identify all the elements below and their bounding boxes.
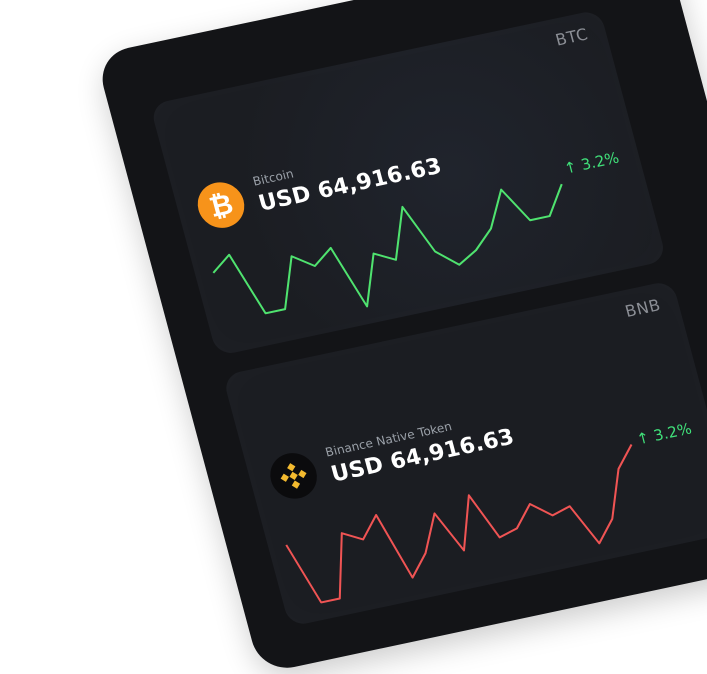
sparkline-chart bbox=[285, 443, 633, 604]
sparkline-series bbox=[212, 183, 563, 315]
crypto-card-bnb[interactable]: BNB Binance Native Token USD 64,916.63 ↑… bbox=[222, 279, 707, 628]
binance-icon bbox=[265, 448, 323, 503]
crypto-card-btc[interactable]: BTC ₿ Bitcoin USD 64,916.63 ↑ 3.2% bbox=[149, 9, 668, 357]
ticker-label: BNB bbox=[623, 295, 663, 322]
price-change: ↑ 3.2% bbox=[634, 419, 694, 449]
sparkline-series bbox=[285, 443, 633, 604]
ticker-label: BTC bbox=[553, 24, 591, 50]
bitcoin-icon: ₿ bbox=[192, 178, 250, 233]
phone-frame: BTC ₿ Bitcoin USD 64,916.63 ↑ 3.2% BNB B… bbox=[95, 0, 707, 674]
price-change: ↑ 3.2% bbox=[562, 148, 622, 178]
sparkline-chart bbox=[212, 183, 563, 315]
